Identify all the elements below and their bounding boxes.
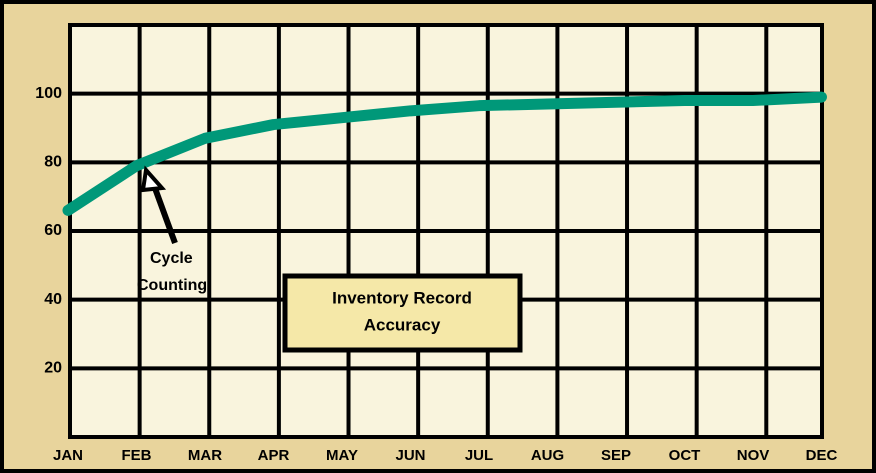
box-label: Inventory Record: [332, 288, 472, 307]
x-tick-label: JAN: [53, 447, 83, 464]
x-tick-label: MAR: [188, 447, 222, 464]
box-label: Accuracy: [364, 315, 441, 334]
data-line: [62, 91, 827, 216]
x-tick-label: SEP: [601, 447, 631, 464]
x-tick-label: DEC: [806, 447, 838, 464]
x-tick-label: FEB: [122, 447, 152, 464]
x-tick-label: AUG: [531, 447, 564, 464]
annotation: Counting: [137, 277, 207, 294]
y-tick-label: 20: [44, 360, 62, 377]
x-tick-label: NOV: [737, 447, 770, 464]
y-tick-label: 80: [44, 154, 62, 171]
y-tick-label: 40: [44, 291, 62, 308]
x-tick-label: JUL: [465, 447, 493, 464]
y-tick-label: 60: [44, 222, 62, 239]
x-tick-label: OCT: [669, 447, 701, 464]
x-tick-label: JUN: [395, 447, 425, 464]
x-tick-label: APR: [258, 447, 290, 464]
plot-frame: [68, 23, 824, 439]
annotation: Cycle: [150, 250, 193, 267]
callout-arrowhead: [140, 165, 167, 193]
label-box: [282, 273, 523, 353]
y-tick-label: 100: [35, 85, 62, 102]
x-tick-label: MAY: [326, 447, 358, 464]
